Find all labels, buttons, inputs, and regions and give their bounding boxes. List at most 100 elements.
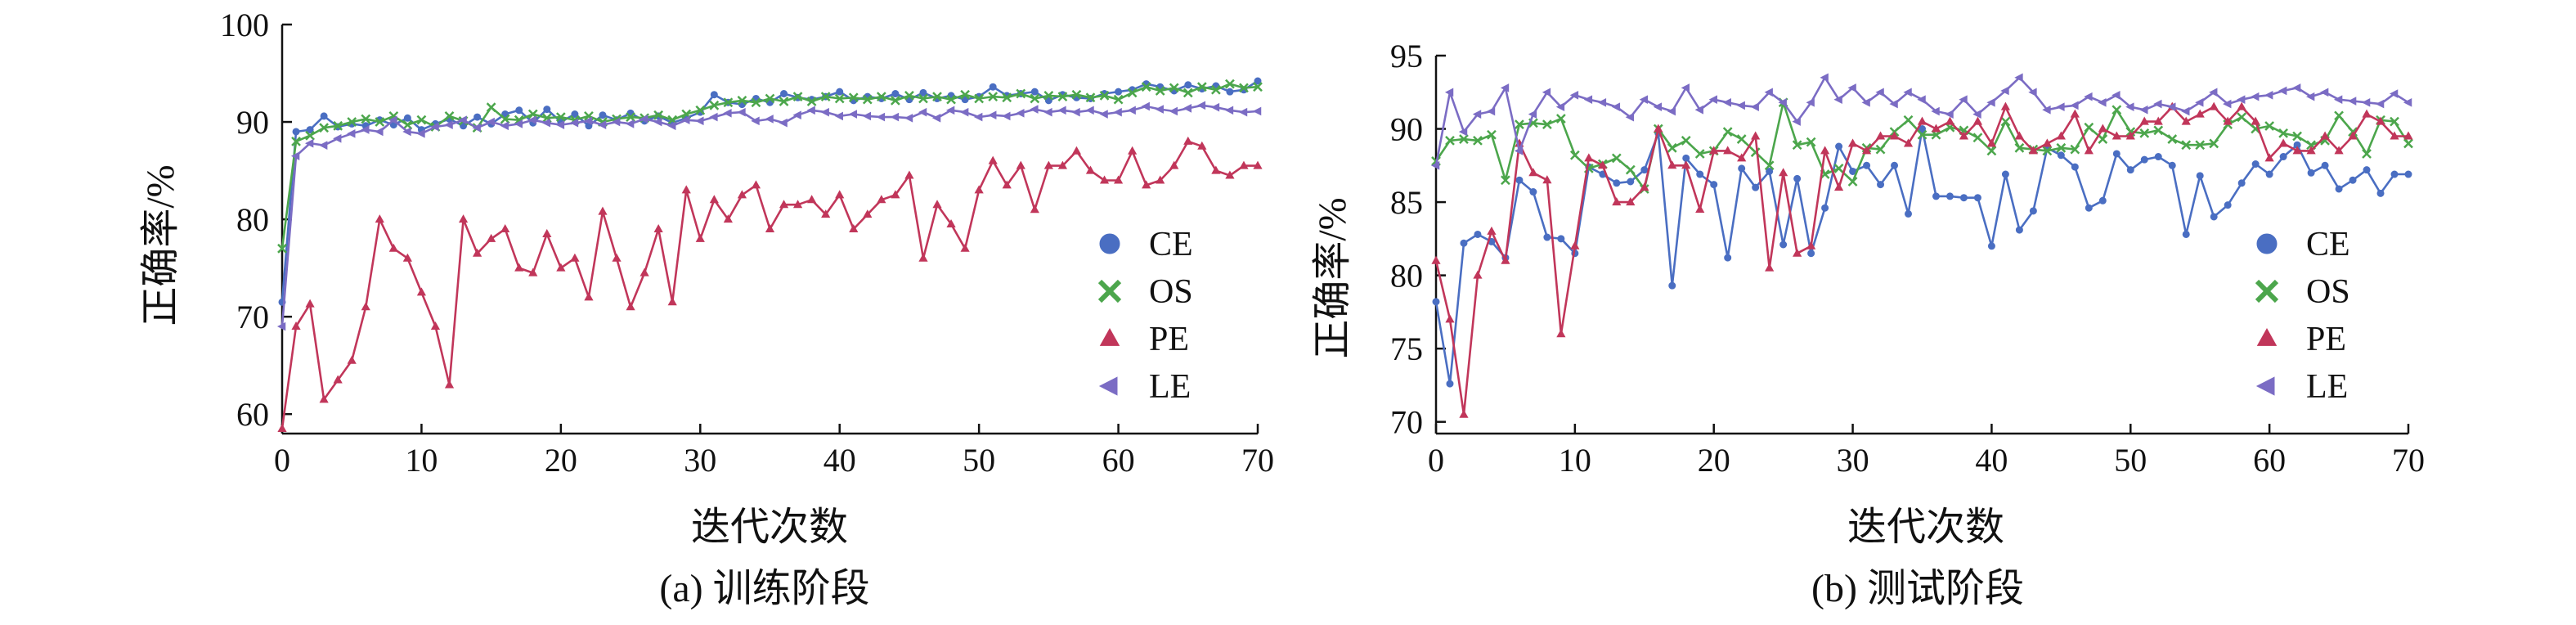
data-point-le bbox=[2375, 99, 2385, 109]
data-point-pe bbox=[500, 223, 510, 232]
series-pe bbox=[277, 136, 1263, 433]
ticks-training: 0 10 20 30 40 50 60 70 60 70 80 90 100 bbox=[220, 7, 1274, 479]
data-point-os bbox=[1155, 86, 1165, 96]
data-point-ce bbox=[2390, 170, 2399, 178]
data-point-pe bbox=[2195, 109, 2205, 118]
data-point-pe bbox=[2223, 116, 2233, 125]
data-point-pe bbox=[458, 214, 469, 223]
series-training bbox=[276, 77, 1263, 433]
data-point-pe bbox=[1793, 248, 1802, 257]
data-point-ce bbox=[320, 112, 328, 120]
data-point-os bbox=[333, 120, 343, 131]
data-point-pe bbox=[1584, 153, 1594, 162]
data-point-pe bbox=[402, 253, 412, 262]
data-point-le bbox=[290, 151, 300, 161]
data-point-le bbox=[1820, 73, 1829, 83]
data-point-os bbox=[974, 93, 985, 104]
data-point-pe bbox=[1931, 124, 1941, 133]
data-point-os bbox=[1099, 91, 1110, 101]
data-point-pe bbox=[388, 243, 398, 252]
data-point-le bbox=[1252, 106, 1262, 116]
data-point-ce bbox=[2168, 161, 2176, 169]
data-point-ce bbox=[710, 91, 718, 99]
data-point-ce bbox=[2112, 150, 2120, 158]
data-point-le bbox=[1141, 101, 1150, 111]
data-point-ce bbox=[1226, 88, 1234, 96]
data-point-ce bbox=[1543, 233, 1551, 241]
data-point-le bbox=[1224, 106, 1234, 115]
data-point-le bbox=[430, 122, 439, 132]
legend-marker-le bbox=[1098, 376, 1118, 396]
data-point-le bbox=[890, 112, 900, 122]
data-point-ce bbox=[989, 83, 997, 91]
data-point-ce bbox=[1184, 81, 1192, 89]
data-point-pe bbox=[1695, 204, 1705, 214]
data-point-pe bbox=[918, 253, 928, 262]
data-point-pe bbox=[1612, 197, 1622, 206]
data-point-os bbox=[1196, 82, 1207, 92]
data-point-le bbox=[1528, 110, 1537, 119]
legend-marker-ce bbox=[1099, 233, 1120, 254]
data-point-pe bbox=[1917, 116, 1928, 125]
data-point-le bbox=[416, 129, 425, 138]
data-point-os bbox=[1016, 88, 1026, 99]
data-point-os bbox=[2153, 125, 2164, 136]
x-tick-label: 0 bbox=[274, 442, 290, 479]
data-point-le bbox=[2070, 101, 2079, 110]
data-point-pe bbox=[472, 248, 482, 257]
data-point-ce bbox=[1515, 176, 1524, 184]
data-point-le bbox=[723, 109, 732, 118]
data-point-pe bbox=[1016, 160, 1025, 169]
series-line-os bbox=[1434, 101, 2410, 191]
data-point-le bbox=[2112, 91, 2120, 100]
data-point-pe bbox=[2042, 138, 2052, 147]
data-point-le bbox=[1085, 106, 1094, 115]
data-point-os bbox=[695, 105, 706, 115]
legend-label-pe: PE bbox=[1149, 321, 1189, 358]
data-point-ce bbox=[2307, 169, 2315, 177]
legend-item-ce: CE bbox=[2256, 226, 2350, 263]
x-tick-label: 20 bbox=[1698, 442, 1730, 479]
data-point-ce bbox=[1627, 178, 1635, 186]
data-point-le bbox=[1792, 117, 1801, 126]
caption-testing: (b) 测试阶段 bbox=[1811, 567, 2024, 610]
legend-marker-le bbox=[2255, 376, 2275, 396]
data-point-ce bbox=[1682, 154, 1690, 162]
ticks-testing: 0 10 20 30 40 50 60 70 70 75 80 85 90 95 bbox=[1390, 38, 2425, 479]
data-point-pe bbox=[1473, 270, 1483, 279]
data-point-pe bbox=[1099, 175, 1110, 184]
data-point-ce bbox=[1254, 77, 1262, 85]
legend-testing: CE OS PE LE bbox=[2255, 226, 2350, 406]
data-point-le bbox=[500, 121, 509, 131]
data-point-os bbox=[820, 92, 831, 101]
data-point-pe bbox=[709, 195, 719, 204]
data-point-ce bbox=[1973, 194, 1981, 202]
data-point-le bbox=[988, 110, 997, 120]
data-point-pe bbox=[1959, 131, 1969, 140]
data-point-pe bbox=[1667, 160, 1677, 169]
data-point-os bbox=[2098, 134, 2108, 144]
data-point-pe bbox=[1431, 255, 1441, 264]
data-point-ce bbox=[2210, 213, 2218, 221]
data-point-pe bbox=[1113, 175, 1124, 184]
legend-item-os: OS bbox=[1097, 273, 1193, 311]
data-point-pe bbox=[570, 253, 580, 262]
data-point-os bbox=[2195, 140, 2206, 151]
data-point-os bbox=[834, 93, 845, 104]
legend-label-le: LE bbox=[1149, 368, 1191, 406]
data-point-os bbox=[2014, 142, 2025, 153]
data-point-ce bbox=[1877, 181, 1885, 189]
data-point-le bbox=[2223, 99, 2232, 109]
data-point-ce bbox=[1557, 235, 1565, 243]
data-point-le bbox=[388, 115, 397, 124]
data-point-le bbox=[2028, 88, 2037, 97]
data-point-ce bbox=[2001, 170, 2009, 178]
data-point-le bbox=[1500, 83, 1510, 92]
data-point-pe bbox=[319, 394, 329, 403]
data-point-os bbox=[848, 92, 859, 103]
data-point-pe bbox=[904, 170, 914, 179]
data-point-pe bbox=[2264, 153, 2274, 162]
data-point-os bbox=[1764, 160, 1775, 171]
data-point-ce bbox=[1474, 230, 1482, 238]
data-point-os bbox=[1225, 79, 1235, 89]
